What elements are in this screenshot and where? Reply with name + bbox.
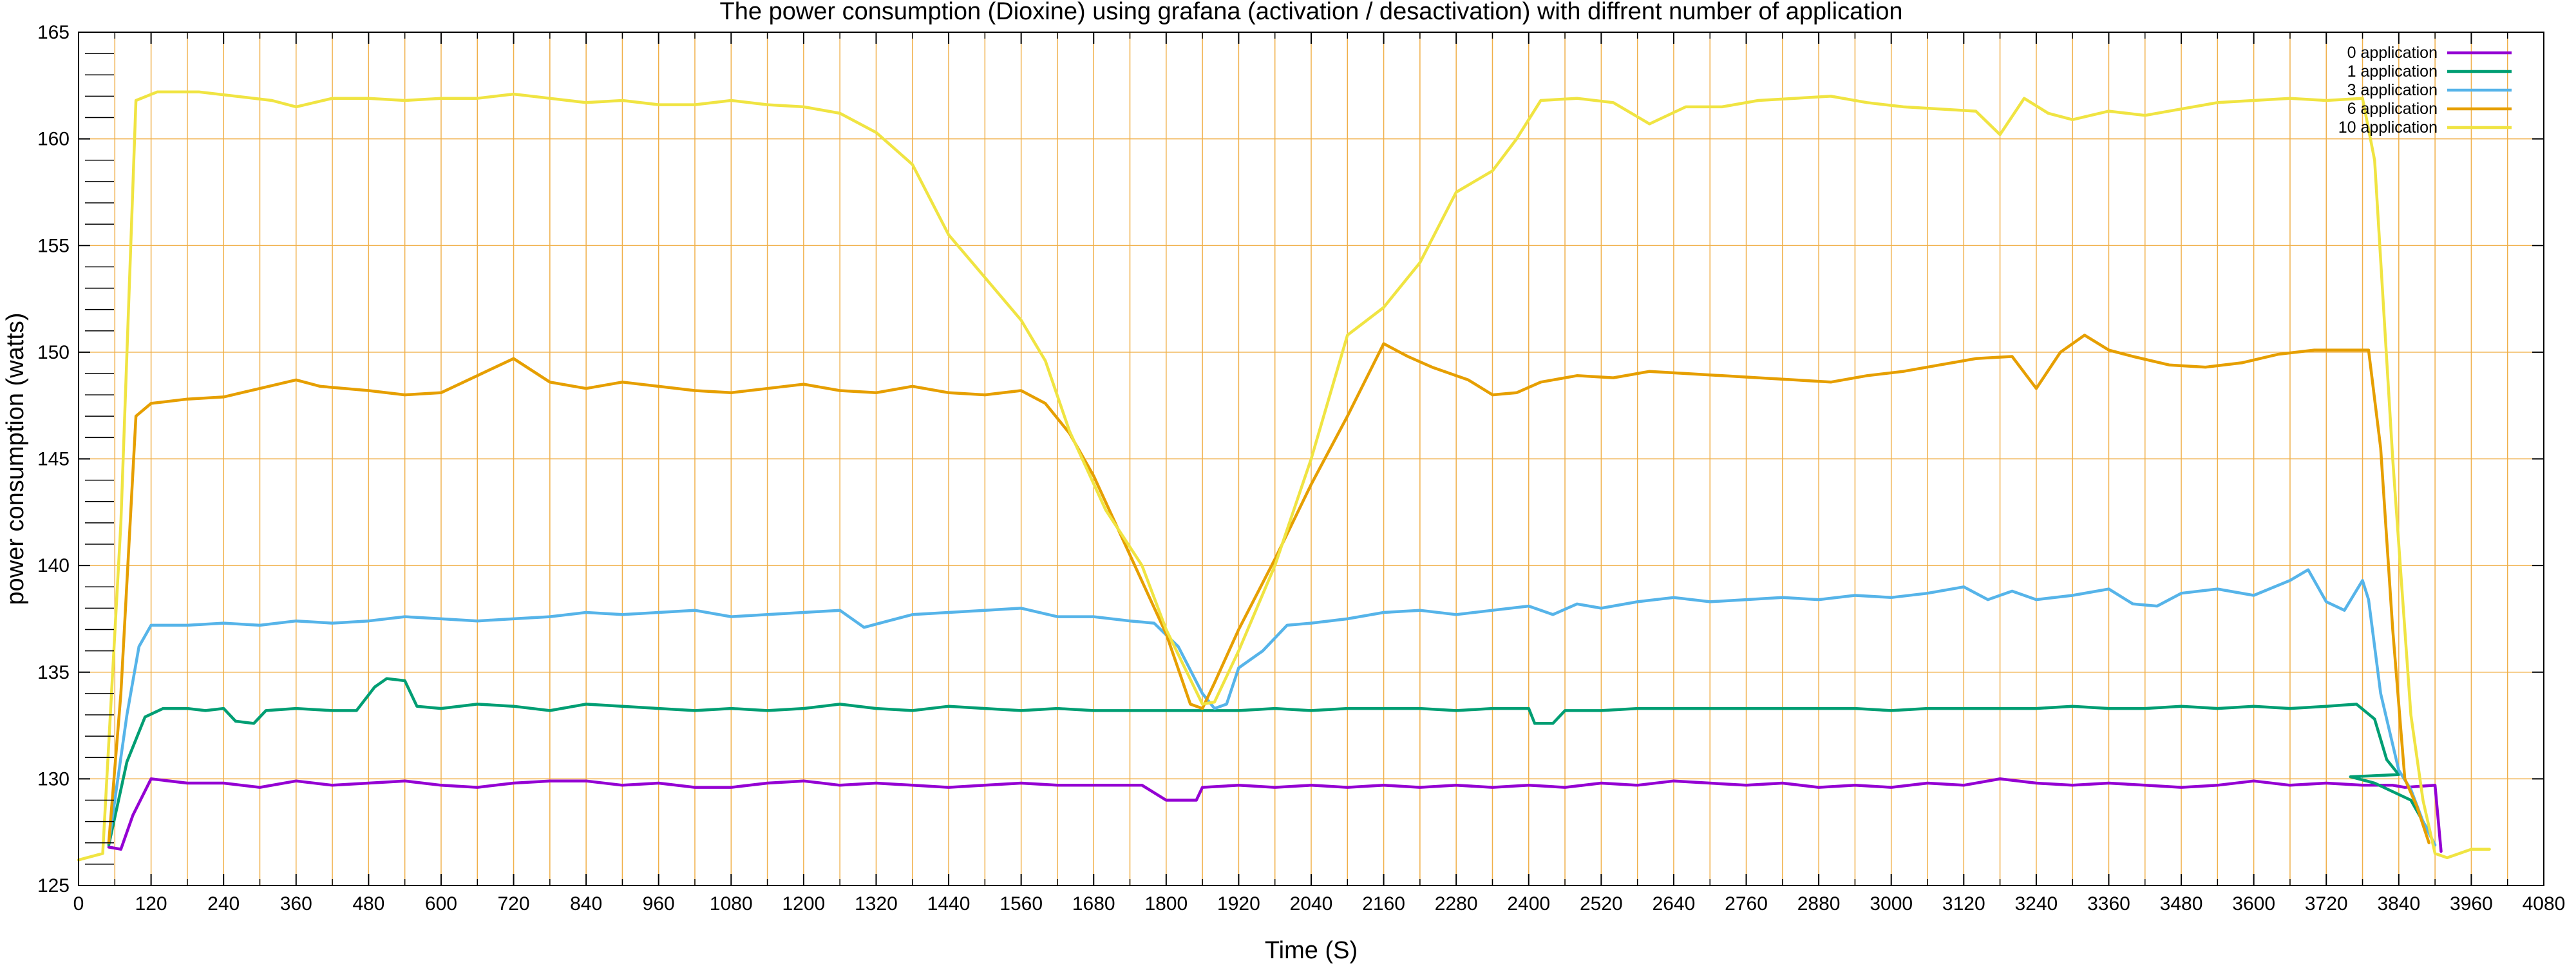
series-line-2 (107, 568, 2437, 847)
legend-label-3: 6 application (2347, 100, 2438, 118)
y-tick-label: 160 (37, 129, 70, 150)
y-tick-label: 145 (37, 449, 70, 470)
legend-label-0: 0 application (2347, 44, 2438, 62)
x-tick-label: 1560 (999, 893, 1043, 914)
x-tick-label: 3960 (2450, 893, 2493, 914)
x-tick-label: 3360 (2087, 893, 2130, 914)
series-line-3 (107, 334, 2430, 845)
x-tick-label: 2280 (1435, 893, 1478, 914)
series-lines (77, 90, 2491, 862)
x-tick-label: 4080 (2523, 893, 2566, 914)
x-tick-label: 1920 (1217, 893, 1260, 914)
y-axis-label: power consumption (watts) (2, 312, 29, 605)
x-tick-label: 1440 (927, 893, 971, 914)
x-tick-label: 1200 (782, 893, 826, 914)
x-tick-label: 2520 (1580, 893, 1623, 914)
x-tick-label: 1800 (1144, 893, 1188, 914)
series-line-4 (77, 90, 2491, 862)
x-tick-label: 2040 (1290, 893, 1333, 914)
x-tick-label: 960 (643, 893, 675, 914)
x-tick-label: 2400 (1507, 893, 1550, 914)
x-tick-label: 1680 (1072, 893, 1115, 914)
y-tick-label: 150 (37, 342, 70, 363)
x-tick-label: 2640 (1653, 893, 1696, 914)
x-tick-label: 1080 (710, 893, 753, 914)
x-tick-label: 2880 (1797, 893, 1841, 914)
x-tick-label: 2160 (1362, 893, 1405, 914)
y-tick-label: 130 (37, 768, 70, 790)
x-tick-label: 120 (135, 893, 167, 914)
chart-title: The power consumption (Dioxine) using gr… (720, 0, 1903, 25)
x-tick-label: 3720 (2305, 893, 2348, 914)
x-tick-label: 3000 (1870, 893, 1913, 914)
y-tick-label: 135 (37, 662, 70, 683)
x-tick-label: 600 (425, 893, 457, 914)
x-tick-label: 3240 (2015, 893, 2058, 914)
y-tick-label: 140 (37, 555, 70, 576)
x-tick-label: 360 (280, 893, 312, 914)
x-tick-label: 2760 (1725, 893, 1768, 914)
series-line-1 (107, 677, 2430, 847)
legend-label-1: 1 application (2347, 62, 2438, 80)
y-tick-labels: 125 130 135 140 145 150 155 160 165 (37, 22, 70, 896)
legend-label-4: 10 application (2338, 118, 2438, 137)
x-tick-label: 3840 (2377, 893, 2420, 914)
legend-label-2: 3 application (2347, 81, 2438, 99)
x-axis-label: Time (S) (1265, 937, 1358, 964)
x-tick-label: 240 (207, 893, 240, 914)
x-tick-label: 1320 (855, 893, 898, 914)
y-tick-label: 155 (37, 235, 70, 256)
axis-ticks (78, 32, 2544, 886)
x-tick-label: 3600 (2232, 893, 2275, 914)
x-tick-label: 3120 (1942, 893, 1985, 914)
grid (79, 32, 2544, 886)
x-tick-label: 0 (73, 893, 84, 914)
y-tick-label: 125 (37, 875, 70, 896)
y-tick-label: 165 (37, 22, 70, 43)
x-tick-label: 3480 (2160, 893, 2203, 914)
x-tick-label: 480 (352, 893, 384, 914)
x-tick-label: 840 (570, 893, 602, 914)
series-line-0 (107, 777, 2443, 853)
x-tick-labels: 0 120 240 360 480 600 720 840 960 1080 1200 1320 144… (73, 893, 2566, 914)
x-tick-label: 720 (497, 893, 529, 914)
